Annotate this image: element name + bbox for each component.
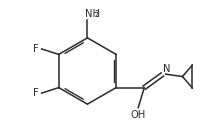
Text: F: F: [33, 44, 38, 54]
Text: 2: 2: [94, 10, 99, 19]
Text: F: F: [33, 88, 38, 98]
Text: OH: OH: [130, 110, 145, 120]
Text: NH: NH: [84, 9, 99, 19]
Text: N: N: [163, 64, 170, 74]
